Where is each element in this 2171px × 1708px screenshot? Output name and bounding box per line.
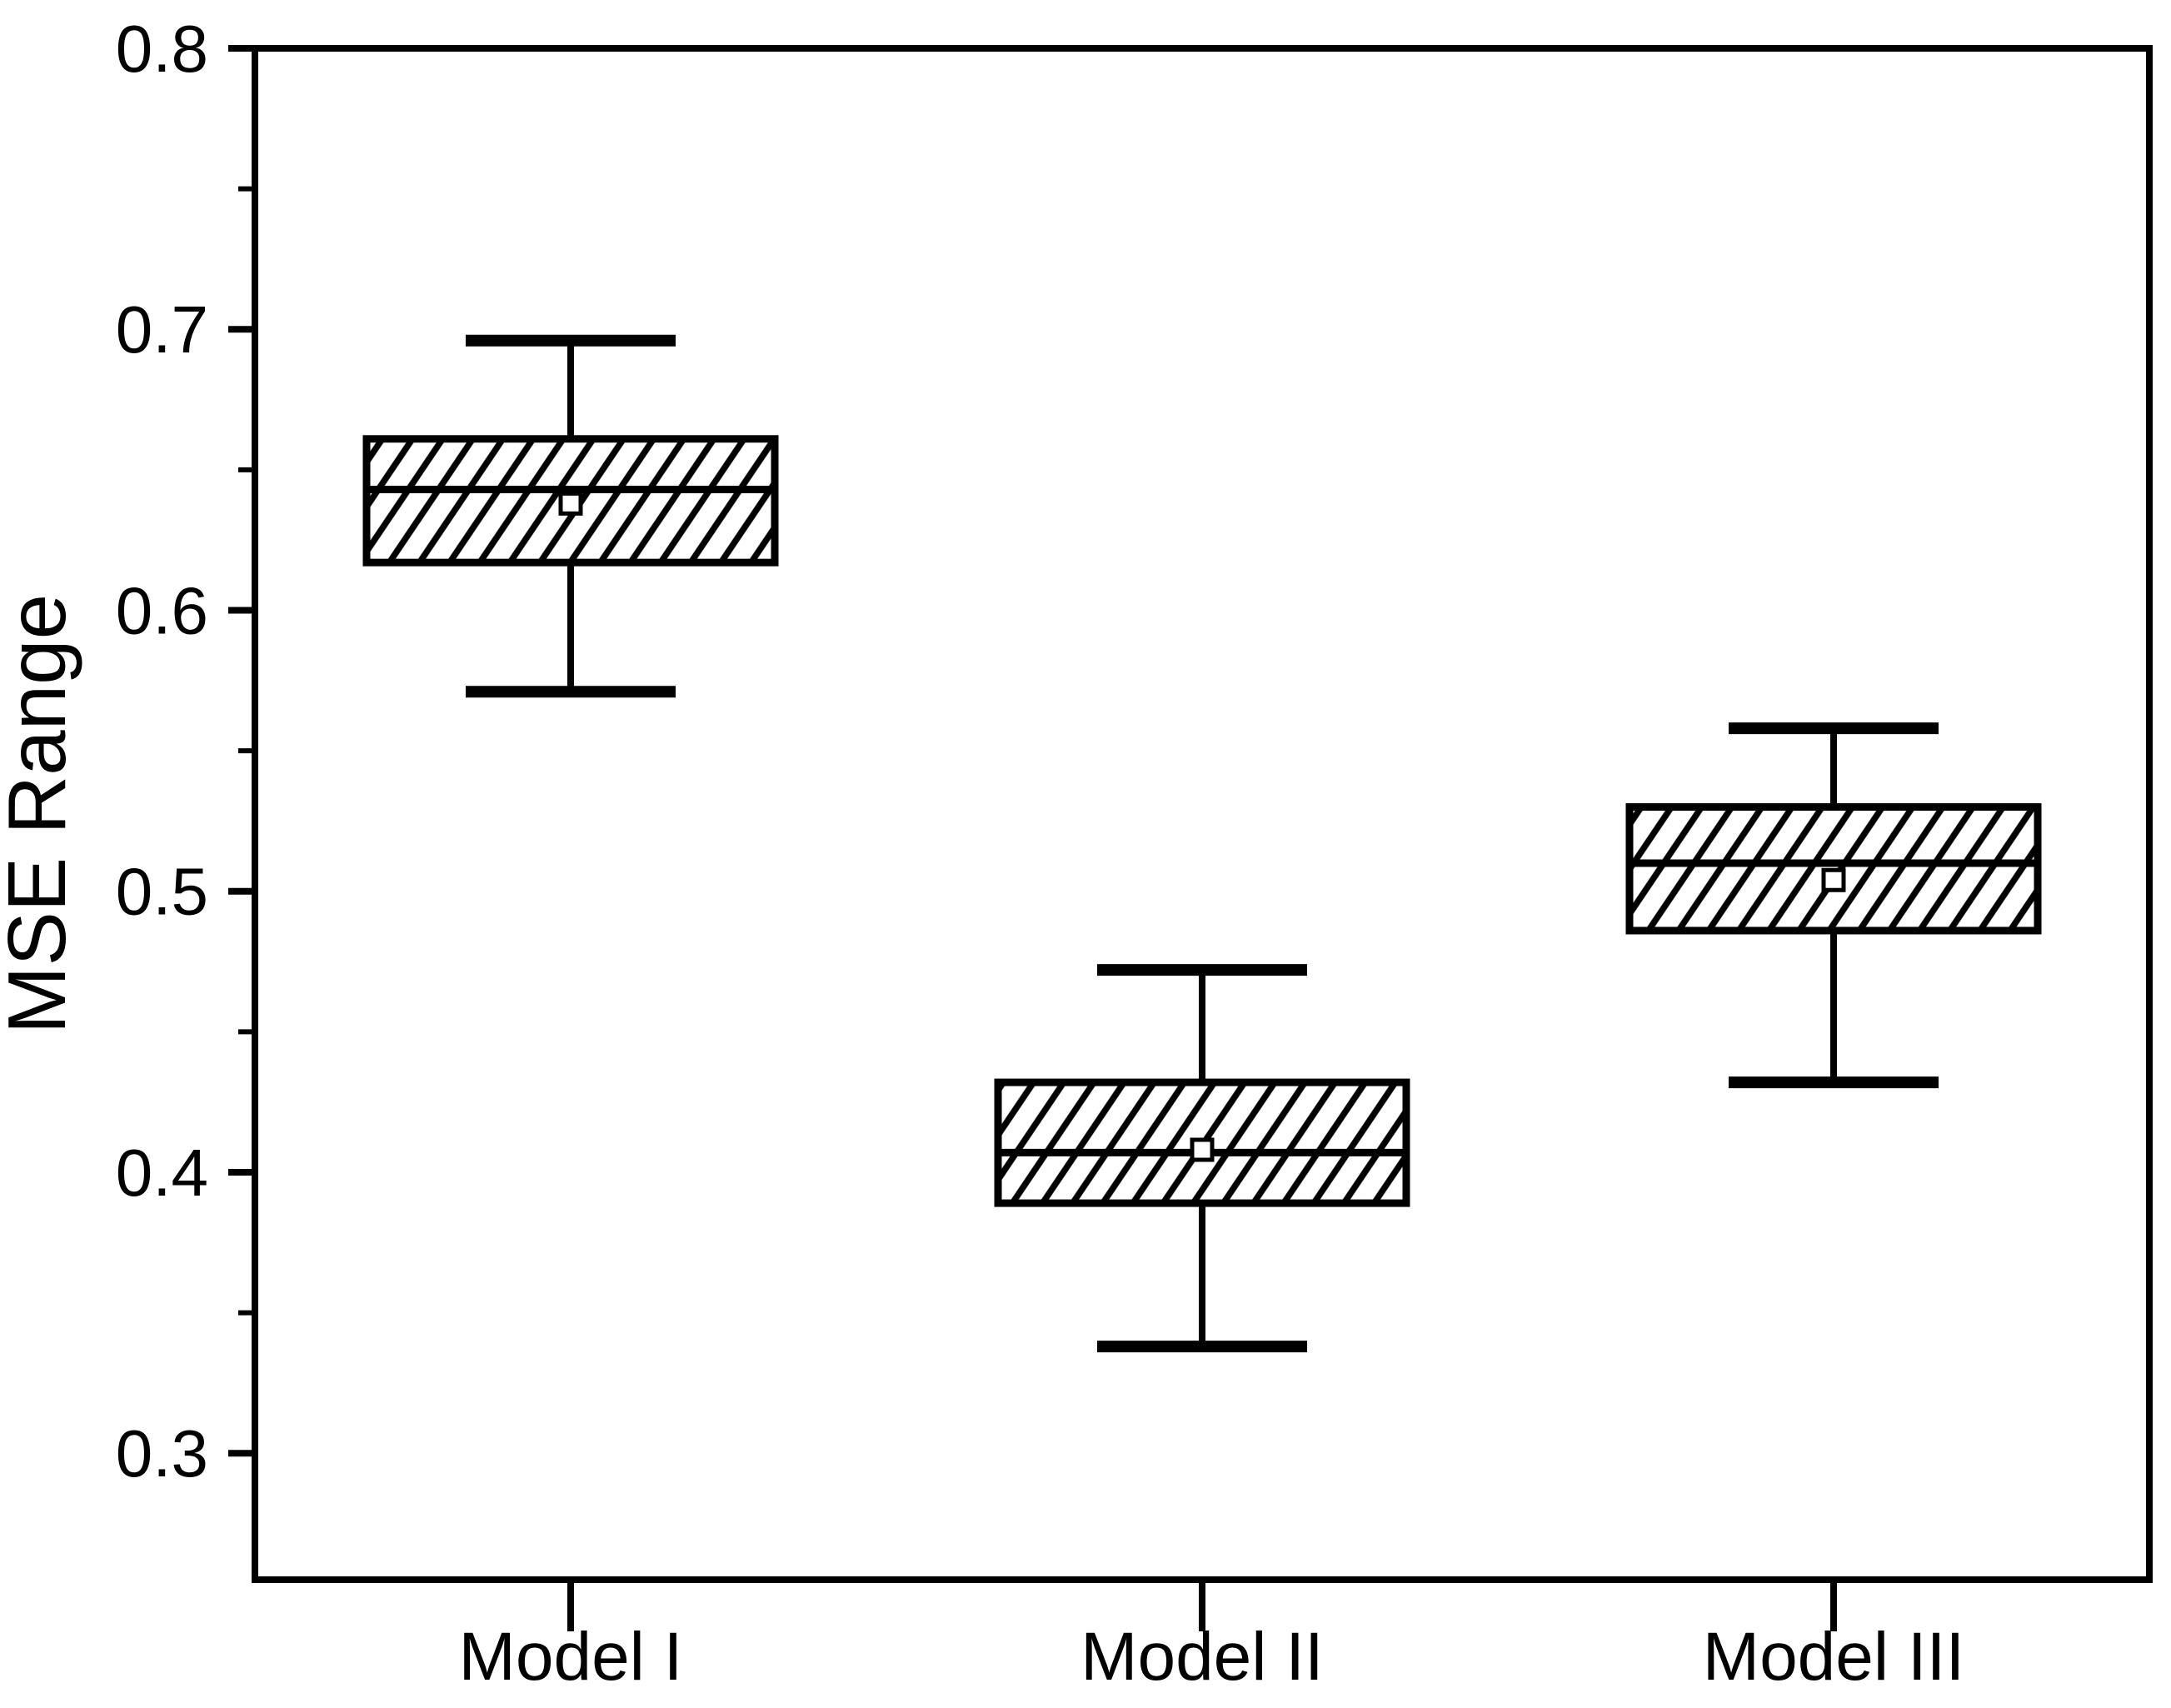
y-tick-label-0.8: 0.8 — [116, 12, 208, 86]
mean-marker-model-ii — [1190, 1137, 1215, 1162]
x-tick-label-model-i: Model I — [459, 1619, 683, 1695]
x-tick-label-model-ii: Model II — [1081, 1619, 1324, 1695]
y-axis: 0.8 0.7 0.6 0.5 0.4 0.3 — [116, 12, 255, 1491]
box-series-group — [362, 334, 2042, 1353]
y-tick-label-0.5: 0.5 — [116, 855, 208, 929]
box-group-model-iii — [1625, 722, 2042, 1089]
box-group-model-ii — [994, 964, 1410, 1353]
mean-marker-model-i — [558, 491, 583, 516]
box-group-model-i — [362, 334, 779, 698]
x-tick-label-model-iii: Model III — [1703, 1619, 1964, 1695]
y-tick-label-0.7: 0.7 — [116, 292, 208, 367]
y-tick-label-0.4: 0.4 — [116, 1136, 208, 1210]
y-tick-label-0.6: 0.6 — [116, 573, 208, 647]
y-tick-label-0.3: 0.3 — [116, 1416, 208, 1491]
y-axis-title: MSE Range — [0, 594, 82, 1034]
x-axis: Model I Model II Model III — [459, 1580, 1964, 1695]
mean-marker-model-iii — [1821, 867, 1846, 892]
